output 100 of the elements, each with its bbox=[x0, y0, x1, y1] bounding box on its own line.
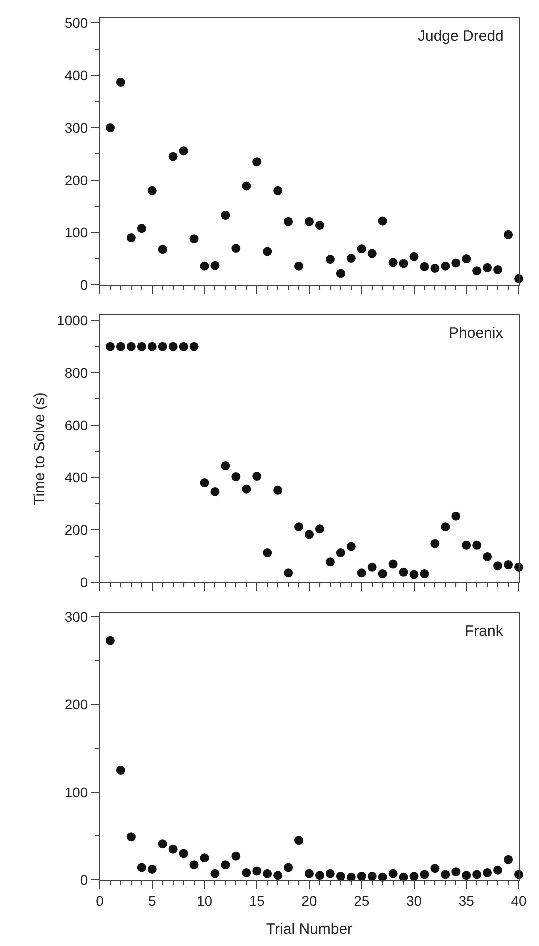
point bbox=[294, 262, 304, 271]
point bbox=[483, 552, 492, 562]
point bbox=[284, 217, 294, 226]
point bbox=[462, 540, 472, 550]
point bbox=[504, 560, 514, 570]
y-tick-label: 100 bbox=[64, 784, 88, 800]
point bbox=[462, 254, 472, 264]
point bbox=[210, 261, 220, 270]
y-tick-label: 0 bbox=[80, 277, 88, 294]
point bbox=[357, 244, 366, 254]
point bbox=[137, 224, 146, 234]
point bbox=[126, 832, 136, 842]
point bbox=[315, 524, 324, 534]
point bbox=[430, 864, 440, 874]
point bbox=[430, 264, 440, 273]
point bbox=[326, 558, 335, 567]
point bbox=[106, 636, 115, 646]
point bbox=[242, 868, 252, 878]
point bbox=[221, 211, 230, 220]
point bbox=[452, 868, 461, 877]
point bbox=[148, 186, 157, 196]
point bbox=[106, 124, 115, 133]
point bbox=[158, 342, 168, 352]
x-tick-label: 30 bbox=[406, 892, 422, 909]
x-tick-label: 25 bbox=[354, 892, 370, 909]
y-tick-label: 200 bbox=[64, 696, 88, 713]
point bbox=[242, 182, 252, 191]
point bbox=[378, 569, 388, 578]
point bbox=[336, 548, 346, 558]
point bbox=[452, 258, 461, 268]
point bbox=[263, 247, 272, 256]
point bbox=[168, 342, 178, 352]
point bbox=[388, 869, 398, 878]
y-tick-label: 100 bbox=[64, 224, 88, 241]
point bbox=[494, 266, 503, 275]
x-tick-label: 5 bbox=[148, 892, 156, 909]
text: Frank bbox=[465, 623, 504, 640]
point bbox=[190, 234, 199, 244]
point bbox=[315, 220, 324, 230]
point bbox=[399, 568, 408, 577]
point bbox=[221, 860, 230, 870]
point bbox=[242, 484, 252, 494]
point bbox=[274, 871, 283, 880]
point bbox=[126, 234, 136, 243]
x-axis-title: Trial Number bbox=[266, 920, 353, 938]
point bbox=[179, 342, 188, 352]
text: Phoenix bbox=[449, 325, 504, 342]
y-tick-label: 0 bbox=[80, 872, 88, 888]
point bbox=[284, 568, 294, 578]
point bbox=[472, 870, 482, 880]
point bbox=[410, 252, 419, 262]
point bbox=[106, 342, 115, 352]
point bbox=[232, 244, 241, 254]
point bbox=[336, 269, 346, 278]
point bbox=[221, 462, 230, 471]
point bbox=[472, 266, 482, 276]
point bbox=[420, 870, 430, 880]
y-tick-label: 200 bbox=[64, 522, 88, 538]
point bbox=[116, 78, 126, 87]
point bbox=[388, 560, 398, 569]
point bbox=[315, 871, 324, 880]
point bbox=[168, 844, 178, 854]
y-tick-label: 800 bbox=[64, 364, 88, 381]
y-tick-label: 600 bbox=[64, 417, 88, 434]
x-tick-label: 0 bbox=[96, 892, 104, 909]
point bbox=[274, 186, 283, 196]
point bbox=[483, 868, 492, 878]
point bbox=[368, 249, 377, 258]
point bbox=[158, 245, 168, 254]
point bbox=[126, 342, 136, 352]
point bbox=[368, 872, 377, 881]
point bbox=[483, 263, 492, 272]
point bbox=[200, 854, 210, 863]
point bbox=[232, 472, 241, 482]
point bbox=[200, 478, 210, 488]
y-tick-label: 1000 bbox=[57, 312, 88, 329]
x-tick-label: 40 bbox=[511, 892, 527, 909]
point bbox=[452, 512, 461, 521]
point bbox=[399, 259, 408, 268]
point bbox=[504, 230, 514, 240]
point bbox=[252, 472, 262, 482]
point bbox=[494, 866, 503, 875]
point bbox=[305, 217, 314, 226]
point bbox=[232, 852, 241, 861]
point bbox=[263, 548, 272, 558]
point bbox=[148, 864, 157, 874]
point bbox=[326, 255, 335, 264]
point bbox=[346, 542, 356, 552]
y-tick-label: 400 bbox=[64, 68, 88, 84]
point bbox=[252, 866, 262, 876]
point bbox=[441, 522, 450, 532]
text: Judge Dredd bbox=[418, 28, 504, 45]
point bbox=[190, 342, 199, 352]
y-tick-label: 0 bbox=[80, 574, 88, 591]
point bbox=[137, 342, 146, 352]
point bbox=[200, 262, 210, 271]
point bbox=[274, 486, 283, 495]
y-tick-label: 300 bbox=[64, 120, 88, 136]
point bbox=[305, 530, 314, 540]
point bbox=[252, 158, 262, 167]
